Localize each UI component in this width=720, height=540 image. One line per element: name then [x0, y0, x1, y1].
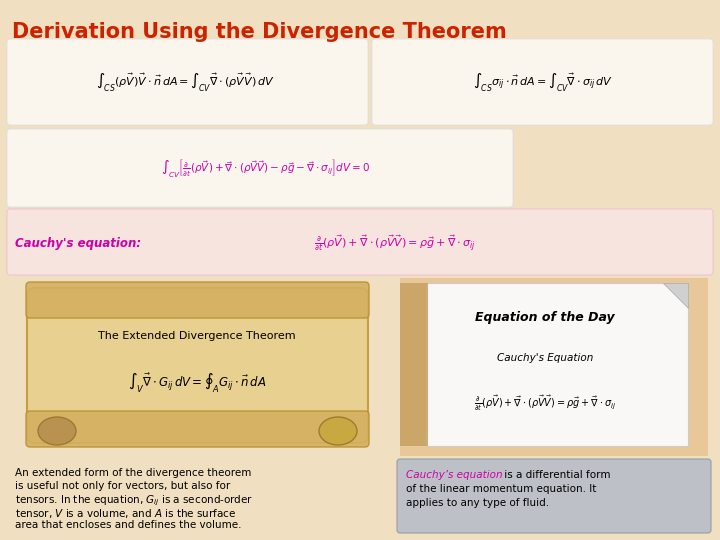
Text: tensors. In the equation, $G_{ij}$ is a second-order: tensors. In the equation, $G_{ij}$ is a … — [15, 494, 253, 508]
Ellipse shape — [38, 417, 76, 445]
Text: The Extended Divergence Theorem: The Extended Divergence Theorem — [98, 331, 296, 341]
Text: $\int_{V} \vec{\nabla} \cdot G_{ij}\, dV = \oint_{A} G_{ij} \cdot \vec{n}\, dA$: $\int_{V} \vec{\nabla} \cdot G_{ij}\, dV… — [127, 371, 266, 395]
Text: Cauchy’s equation: Cauchy’s equation — [406, 470, 503, 480]
FancyBboxPatch shape — [400, 278, 708, 456]
Text: $\frac{\partial}{\partial t}(\rho\vec{V}) + \vec{\nabla} \cdot (\rho\vec{V}\vec{: $\frac{\partial}{\partial t}(\rho\vec{V}… — [314, 233, 476, 253]
FancyBboxPatch shape — [26, 411, 369, 447]
Text: of the linear momentum equation. It: of the linear momentum equation. It — [406, 484, 596, 494]
FancyBboxPatch shape — [372, 39, 713, 125]
Text: $\int_{CV} \left[ \frac{\partial}{\partial t}(\rho\vec{V}) + \vec{\nabla} \cdot : $\int_{CV} \left[ \frac{\partial}{\parti… — [161, 158, 369, 180]
FancyBboxPatch shape — [400, 283, 428, 446]
Text: $\int_{CS} \sigma_{ij} \cdot \vec{n}\, dA = \int_{CV} \vec{\nabla} \cdot \sigma_: $\int_{CS} \sigma_{ij} \cdot \vec{n}\, d… — [473, 72, 613, 94]
FancyBboxPatch shape — [7, 39, 368, 125]
Text: Equation of the Day: Equation of the Day — [475, 312, 615, 325]
Text: tensor, $V$ is a volume, and $A$ is the surface: tensor, $V$ is a volume, and $A$ is the … — [15, 507, 236, 520]
FancyBboxPatch shape — [397, 459, 711, 533]
Text: Derivation Using the Divergence Theorem: Derivation Using the Divergence Theorem — [12, 22, 507, 42]
FancyBboxPatch shape — [26, 282, 369, 318]
Text: applies to any type of fluid.: applies to any type of fluid. — [406, 498, 549, 508]
Text: Cauchy's equation:: Cauchy's equation: — [15, 237, 141, 249]
Text: $\int_{CS} (\rho\vec{V})\vec{V} \cdot \vec{n}\, dA = \int_{CV} \vec{\nabla} \cdo: $\int_{CS} (\rho\vec{V})\vec{V} \cdot \v… — [96, 72, 274, 94]
Ellipse shape — [319, 417, 357, 445]
Text: Cauchy's Equation: Cauchy's Equation — [497, 353, 593, 363]
Text: An extended form of the divergence theorem: An extended form of the divergence theor… — [15, 468, 251, 478]
Text: is a differential form: is a differential form — [501, 470, 611, 480]
FancyBboxPatch shape — [27, 288, 368, 443]
FancyBboxPatch shape — [7, 129, 513, 207]
FancyBboxPatch shape — [425, 283, 688, 446]
Text: area that encloses and defines the volume.: area that encloses and defines the volum… — [15, 520, 241, 530]
Polygon shape — [663, 283, 688, 308]
Text: is useful not only for vectors, but also for: is useful not only for vectors, but also… — [15, 481, 230, 491]
FancyBboxPatch shape — [7, 209, 713, 275]
Text: $\frac{\partial}{\partial t}(\rho\vec{V}) + \vec{\nabla}\cdot(\rho\vec{V}\vec{V}: $\frac{\partial}{\partial t}(\rho\vec{V}… — [474, 393, 616, 413]
